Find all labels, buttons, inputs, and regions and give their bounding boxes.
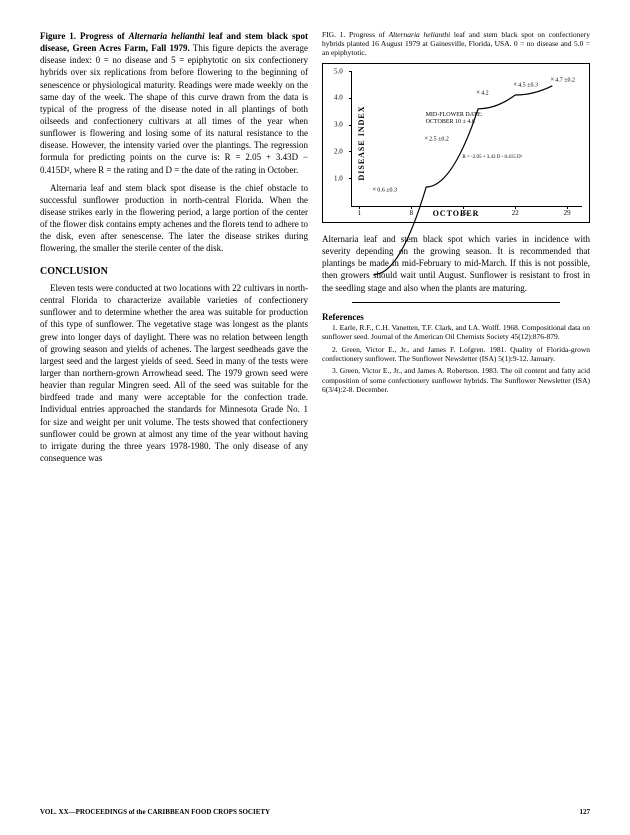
reference-item: 1. Earle, R.F., C.H. Vanetten, T.F. Clar… <box>322 323 590 342</box>
fig1r-lead: FIG. 1. Progress of <box>322 30 389 39</box>
chart-ytick: 3.0 <box>334 121 343 130</box>
conclusion-text: Eleven tests were conducted at two locat… <box>40 282 308 464</box>
footer-left: VOL. XX—PROCEEDINGS of the CARIBBEAN FOO… <box>40 808 270 817</box>
chart-point: ×4.2 <box>476 89 488 98</box>
chart-point: ×4.5 ±0.3 <box>513 81 538 90</box>
conclusion-heading: CONCLUSION <box>40 265 308 279</box>
chart-point: ×0.6 ±0.3 <box>372 185 397 194</box>
references-list: 1. Earle, R.F., C.H. Vanetten, T.F. Clar… <box>322 323 590 395</box>
paragraph-alternaria: Alternaria leaf and stem black spot dise… <box>40 182 308 255</box>
references-section: References 1. Earle, R.F., C.H. Vanetten… <box>322 311 590 395</box>
chart-xtick: 8 <box>410 209 414 218</box>
page-footer: VOL. XX—PROCEEDINGS of the CARIBBEAN FOO… <box>40 808 590 817</box>
chart-point: ×2.5 ±0.2 <box>424 134 449 143</box>
fig1-right-caption: FIG. 1. Progress of Alternaria helianthi… <box>322 30 590 57</box>
chart-xtick: 1 <box>358 209 362 218</box>
chart-ytick: 2.0 <box>334 148 343 157</box>
chart-annot-midflower: MID-FLOWER DATE: OCTOBER 10 ± 4.6 <box>426 112 483 125</box>
chart-ytick: 1.0 <box>334 174 343 183</box>
chart-xtick: 22 <box>512 209 519 218</box>
chart-ytick: 5.0 <box>334 67 343 76</box>
chart-xtick: 15 <box>460 209 467 218</box>
chart-xtick: 29 <box>564 209 571 218</box>
fig1-lead: Figure 1. Progress of <box>40 31 129 41</box>
reference-item: 3. Green, Victor E., Jr., and James A. R… <box>322 366 590 394</box>
footer-right: 127 <box>580 808 591 817</box>
fig1-italic: Alternaria helianthi <box>129 31 205 41</box>
chart-annot-formula: R = -2.05 + 3.43 D - 0.415 D² <box>462 155 522 161</box>
chart-ytick: 4.0 <box>334 94 343 103</box>
chart-plot-area: MID-FLOWER DATE: OCTOBER 10 ± 4.6 R = -2… <box>351 72 582 207</box>
chart-point: ×4.7 ±0.2 <box>550 75 575 84</box>
references-heading: References <box>322 312 364 322</box>
fig1r-italic: Alternaria helianthi <box>389 30 451 39</box>
right-column: FIG. 1. Progress of Alternaria helianthi… <box>322 30 590 470</box>
chart-container: DISEASE INDEX OCTOBER MID-FLOWER DATE: O… <box>322 63 590 223</box>
fig1-body: This figure depicts the average disease … <box>40 43 308 174</box>
reference-item: 2. Green, Victor E., Jr., and James F. L… <box>322 345 590 364</box>
left-column: Figure 1. Progress of Alternaria heliant… <box>40 30 308 470</box>
figure-1-caption: Figure 1. Progress of Alternaria heliant… <box>40 30 308 176</box>
